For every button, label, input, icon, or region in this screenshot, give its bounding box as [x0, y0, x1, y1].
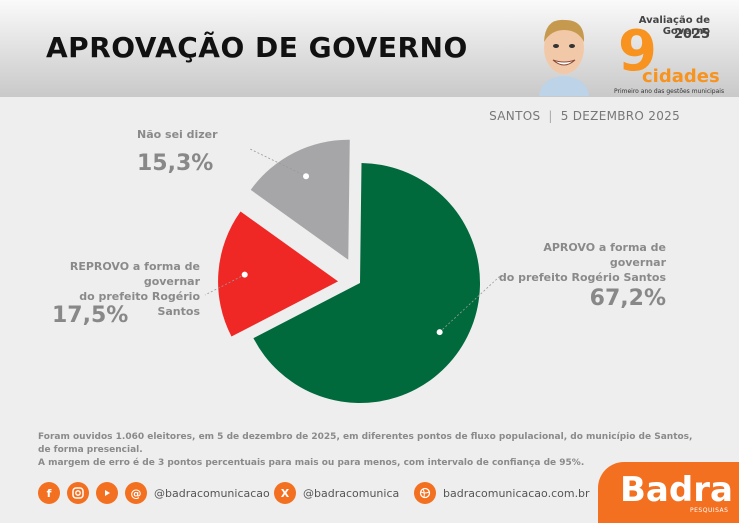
brand-name: Badra [620, 470, 733, 510]
label-aprovo-line2: do prefeito Rogério Santos [498, 271, 666, 284]
logo-tagline: Primeiro ano das gestões municipais [614, 88, 725, 95]
slice-marker-aprovo [436, 329, 443, 336]
pie-slice-naosei [250, 139, 350, 260]
value-naosei: 15,3% [137, 151, 214, 176]
page-title: APROVAÇÃO DE GOVERNO [46, 31, 468, 64]
label-naosei: Não sei dizer [137, 128, 218, 141]
instagram-icon[interactable] [67, 482, 89, 504]
place: SANTOS [489, 109, 541, 123]
social-handle[interactable]: @badracomunicacao [154, 486, 270, 500]
label-aprovo-line1: APROVO a forma de governar [543, 241, 666, 269]
website-link[interactable]: badracomunicacao.com.br [443, 486, 590, 500]
x-group: X @badracomunica [274, 482, 399, 504]
slice-marker-reprovo [241, 271, 248, 278]
brand-badge [598, 462, 739, 523]
leader-line-naosei [249, 148, 307, 177]
youtube-icon[interactable] [96, 482, 118, 504]
social-group: f @ @badracomunicacao [38, 482, 270, 504]
x-handle[interactable]: @badracomunica [303, 486, 400, 500]
web-group: badracomunicacao.com.br [414, 482, 590, 504]
mayor-caricature [539, 19, 589, 96]
evaluation-year: 2025 [673, 27, 710, 42]
pie-slice-reprovo [218, 211, 339, 337]
label-reprovo-line2: do prefeito Rogério Santos [79, 290, 200, 318]
note-line1: Foram ouvidos 1.060 eleitores, em 5 de d… [38, 432, 693, 455]
label-reprovo-line1: REPROVO a forma de governar [69, 260, 200, 288]
header-banner [0, 0, 739, 97]
label-aprovo: APROVO a forma de governar do prefeito R… [488, 240, 666, 285]
logo-word: cidades [642, 66, 720, 87]
x-icon[interactable]: X [274, 482, 296, 504]
web-icon[interactable] [414, 482, 436, 504]
methodology-note: Foram ouvidos 1.060 eleitores, em 5 de d… [38, 431, 698, 470]
value-aprovo: 67,2% [589, 286, 666, 311]
pie-slice-aprovo [253, 163, 480, 403]
leader-line-reprovo [204, 274, 245, 296]
brand-subtitle: PESQUISAS [690, 507, 729, 514]
threads-icon[interactable]: @ [125, 482, 147, 504]
note-line2: A margem de erro é de 3 pontos percentua… [38, 458, 585, 468]
evaluation-title: Avaliação de Governo [638, 15, 710, 37]
label-reprovo: REPROVO a forma de governar do prefeito … [52, 259, 200, 319]
facebook-icon[interactable]: f [38, 482, 60, 504]
separator: | [548, 109, 553, 123]
place-date: SANTOS | 5 DEZEMBRO 2025 [470, 109, 680, 123]
date: 5 DEZEMBRO 2025 [560, 109, 680, 123]
logo-number: 9 [618, 19, 657, 84]
value-reprovo: 17,5% [52, 303, 129, 328]
slice-marker-naosei [303, 173, 310, 180]
